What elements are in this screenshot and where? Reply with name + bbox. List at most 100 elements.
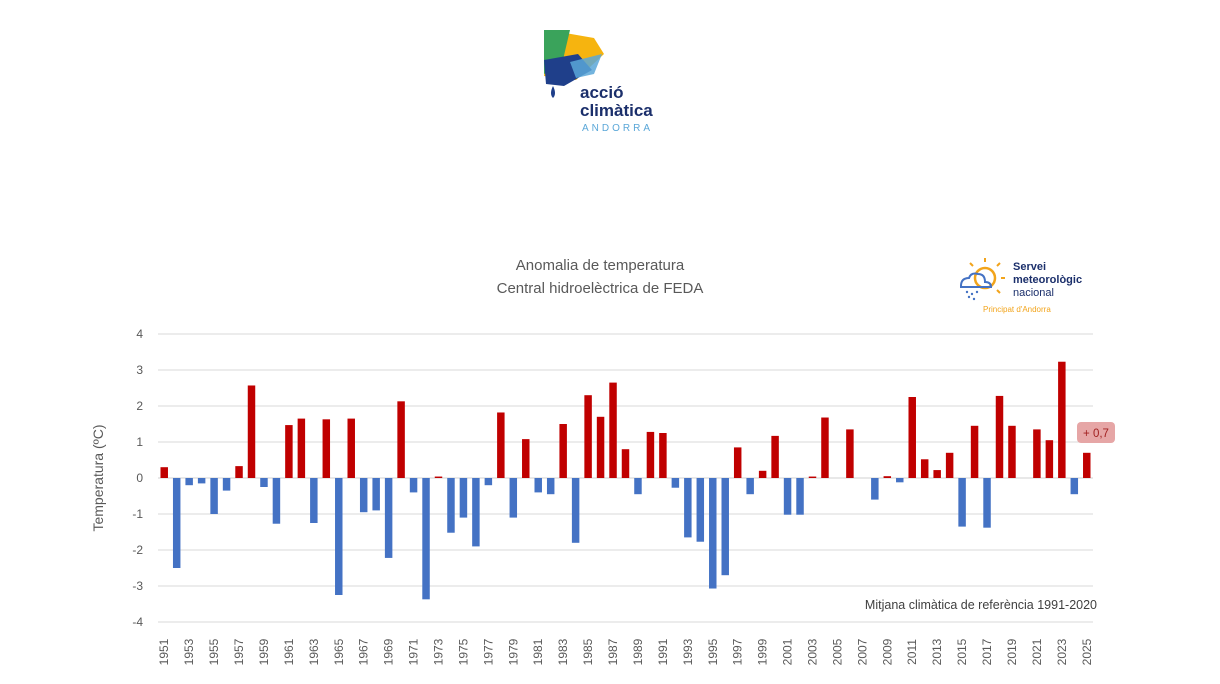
- bar-1958: [247, 385, 256, 478]
- bar-1986: [596, 416, 605, 478]
- x-tick-label: 1959: [257, 638, 271, 665]
- x-tick-label: 2001: [781, 638, 795, 665]
- bar-1977: [484, 478, 493, 486]
- bar-1987: [609, 382, 617, 478]
- bar-1981: [534, 478, 542, 493]
- bar-1967: [359, 478, 368, 513]
- bar-2011: [908, 397, 916, 478]
- bar-1993: [684, 478, 692, 538]
- bar-1984: [571, 478, 580, 543]
- y-tick-label: -3: [132, 579, 143, 593]
- x-tick-label: 1953: [182, 638, 196, 665]
- x-tick-label: 2019: [1005, 638, 1019, 665]
- bar-2022: [1045, 440, 1054, 478]
- x-tick-label: 1951: [157, 638, 171, 665]
- bar-2019: [1008, 425, 1016, 478]
- x-tick-label: 1971: [407, 638, 421, 665]
- bar-1969: [384, 478, 393, 558]
- x-tick-label: 1975: [456, 638, 470, 665]
- bar-1966: [347, 418, 355, 478]
- bar-2010: [896, 478, 904, 483]
- bar-2013: [933, 470, 941, 478]
- y-tick-label: 1: [136, 435, 143, 449]
- x-tick-label: 2023: [1055, 638, 1069, 665]
- smn-line1: Servei: [1013, 261, 1046, 273]
- bar-1961: [285, 425, 293, 478]
- bar-1978: [497, 412, 505, 478]
- bar-1992: [671, 478, 680, 488]
- bar-1964: [322, 419, 331, 478]
- x-tick-label: 1977: [481, 638, 495, 665]
- bar-2004: [821, 417, 829, 478]
- bar-2006: [846, 429, 854, 478]
- x-tick-label: 1979: [506, 638, 520, 665]
- logo-line1: acció: [580, 83, 623, 102]
- bar-2000: [771, 435, 779, 478]
- bars: [160, 361, 1091, 600]
- y-tick-label: -4: [132, 615, 143, 629]
- bar-1976: [472, 478, 480, 547]
- x-tick-label: 2011: [905, 639, 919, 665]
- bar-2021: [1033, 429, 1041, 478]
- bar-1994: [696, 478, 705, 542]
- x-tick-label: 2025: [1080, 638, 1094, 665]
- bar-1973: [434, 476, 443, 478]
- x-tick-label: 1999: [756, 638, 770, 665]
- x-tick-label: 1957: [232, 638, 246, 665]
- bar-1983: [559, 424, 567, 478]
- bar-2003: [808, 476, 817, 478]
- x-tick-label: 1981: [531, 638, 545, 665]
- bar-1954: [197, 478, 206, 484]
- y-ticks: 4 3 2 1 0 -1 -2 -3 -4: [132, 327, 143, 629]
- sun-cloud-icon: [960, 258, 1005, 301]
- x-tick-label: 2007: [855, 638, 869, 665]
- bar-2002: [796, 478, 804, 515]
- bar-1989: [634, 478, 642, 495]
- bar-1982: [546, 478, 555, 495]
- x-tick-label: 1967: [357, 638, 371, 665]
- logo-shape-lightblue: [570, 54, 602, 78]
- smn-line3: nacional: [1013, 287, 1054, 299]
- bar-1991: [659, 433, 667, 478]
- y-tick-label: 4: [136, 327, 143, 341]
- bar-2024: [1070, 478, 1079, 495]
- x-tick-label: 1965: [332, 638, 346, 665]
- smn-line2: meteorològic: [1013, 274, 1082, 286]
- bar-1951: [160, 467, 168, 478]
- chart-title-line1: Anomalia de temperatura: [516, 257, 685, 274]
- smn-logo: Servei meteorològic nacional Principat d…: [955, 256, 1105, 316]
- bar-1999: [758, 470, 767, 478]
- bar-1955: [210, 478, 218, 514]
- y-tick-label: -2: [132, 543, 143, 557]
- x-tick-label: 1997: [731, 638, 745, 665]
- x-tick-label: 1991: [656, 638, 670, 665]
- bar-2014: [945, 452, 954, 478]
- x-tick-label: 2009: [880, 638, 894, 665]
- last-value-badge-bg: [1077, 422, 1115, 443]
- bar-2001: [783, 478, 792, 515]
- accio-climatica-logo: acció climàtica ANDORRA: [540, 24, 680, 136]
- bar-2018: [995, 395, 1004, 478]
- x-tick-label: 1993: [681, 638, 695, 665]
- bar-1965: [335, 478, 343, 595]
- bar-1985: [584, 395, 592, 478]
- x-tick-label: 1973: [432, 638, 446, 665]
- temperature-anomaly-chart: Anomalia de temperatura Central hidroelè…: [90, 257, 1115, 665]
- x-tick-label: 1963: [307, 638, 321, 665]
- logo-line3: ANDORRA: [582, 123, 653, 134]
- x-tick-label: 1955: [207, 638, 221, 665]
- bar-1962: [297, 418, 306, 478]
- x-tick-label: 1969: [382, 638, 396, 665]
- bar-1974: [447, 478, 455, 533]
- bar-2017: [983, 478, 991, 528]
- bar-2015: [958, 478, 966, 527]
- logo-drop: [551, 86, 555, 98]
- bar-1998: [746, 478, 754, 495]
- bar-2025: [1083, 452, 1091, 478]
- bar-2009: [883, 476, 892, 478]
- x-tick-label: 2021: [1030, 638, 1044, 665]
- bar-1997: [733, 447, 742, 478]
- x-tick-label: 2015: [955, 638, 969, 665]
- x-tick-label: 2017: [980, 638, 994, 665]
- bar-1957: [235, 466, 243, 478]
